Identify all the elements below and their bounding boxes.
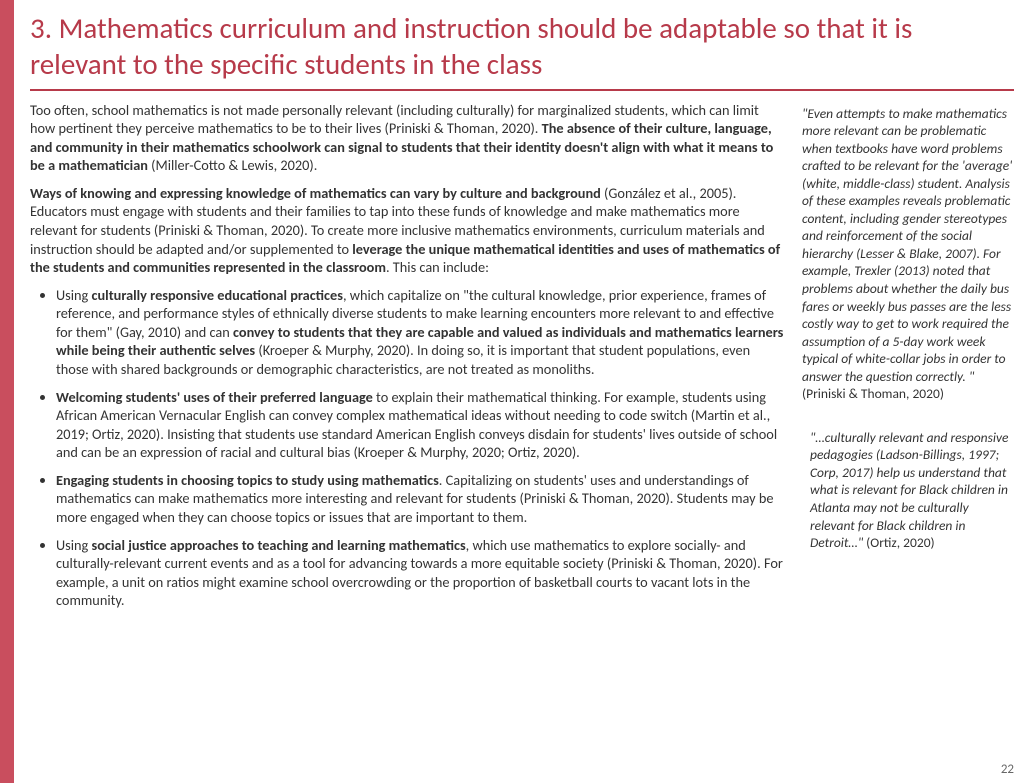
b3-r1-bold: Engaging students in choosing topics to … [56, 471, 439, 489]
sidebar-quote-1: "Even attempts to make mathematics more … [802, 105, 1014, 403]
paragraph-2: Ways of knowing and expressing knowledge… [30, 184, 784, 277]
q2-italic: "…culturally relevant and responsive ped… [810, 429, 1008, 551]
list-item: Welcoming students' uses of their prefer… [56, 388, 784, 462]
main-column: Too often, school mathematics is not mad… [30, 101, 784, 619]
q1-italic: "Even attempts to make mathematics more … [802, 105, 1012, 385]
b1-r1: Using [56, 286, 92, 304]
q1-cite: (Priniski & Thoman, 2020) [802, 385, 944, 402]
page-content: 3. Mathematics curriculum and instructio… [14, 0, 1024, 619]
list-item: Using culturally responsive educational … [56, 286, 784, 379]
left-accent-bar [0, 0, 14, 783]
paragraph-1: Too often, school mathematics is not mad… [30, 101, 784, 175]
b4-r1: Using [56, 536, 92, 554]
page-number: 22 [1001, 762, 1014, 777]
sidebar-column: "Even attempts to make mathematics more … [802, 101, 1014, 619]
two-column-layout: Too often, school mathematics is not mad… [30, 101, 1014, 619]
b4-r2-bold: social justice approaches to teaching an… [92, 536, 466, 554]
bullet-list: Using culturally responsive educational … [30, 286, 784, 610]
q2-cite: (Ortiz, 2020) [863, 534, 935, 551]
sidebar-quote-2: "…culturally relevant and responsive ped… [802, 429, 1014, 552]
list-item: Engaging students in choosing topics to … [56, 471, 784, 527]
list-item: Using social justice approaches to teach… [56, 536, 784, 610]
b2-r1-bold: Welcoming students' uses of their prefer… [56, 388, 373, 406]
section-title: 3. Mathematics curriculum and instructio… [30, 10, 1014, 83]
p2-run4: . This can include: [386, 258, 489, 276]
p2-run1-bold: Ways of knowing and expressing knowledge… [30, 184, 601, 202]
b1-r2-bold: culturally responsive educational practi… [92, 286, 343, 304]
title-rule [30, 89, 1014, 91]
p1-run3: (Miller-Cotto & Lewis, 2020). [148, 156, 317, 174]
